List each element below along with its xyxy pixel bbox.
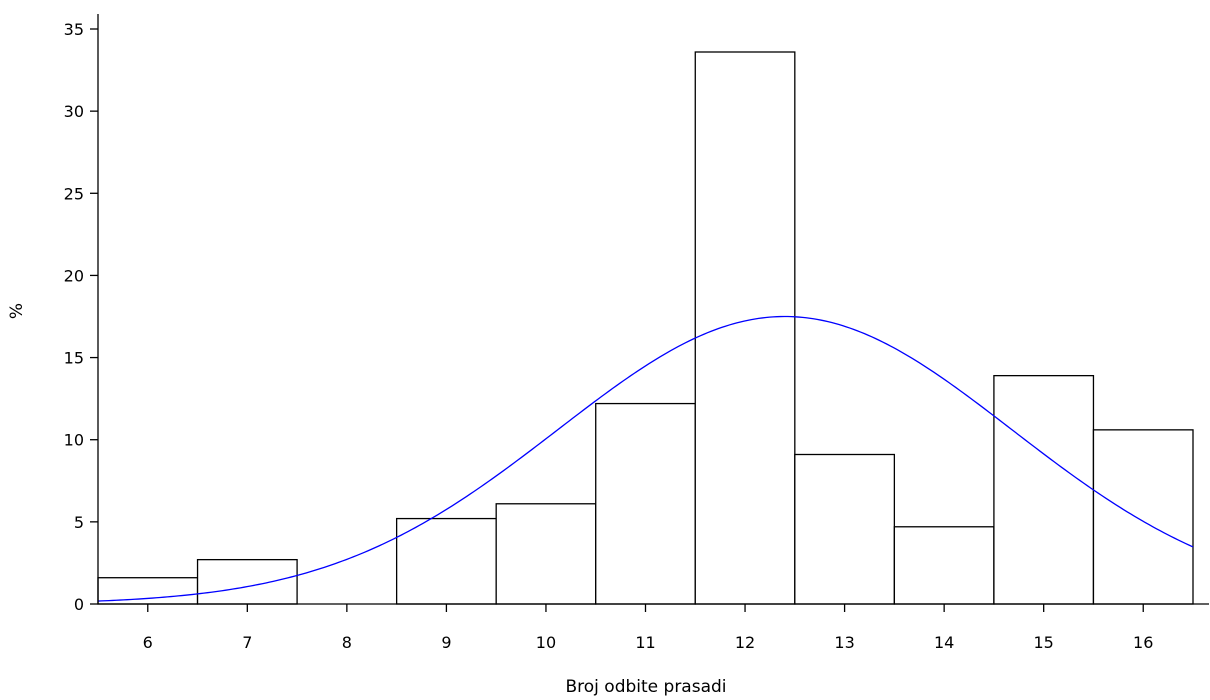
bar-10 — [495, 503, 597, 605]
y-axis-label: % — [7, 303, 27, 319]
normal-curve — [97, 315, 1194, 602]
bar-13 — [794, 453, 896, 605]
y-tick-label-10: 10 — [64, 431, 84, 450]
x-tick-label-11: 11 — [635, 633, 655, 652]
y-tick-label-20: 20 — [64, 266, 84, 285]
bar-7 — [196, 558, 298, 605]
bars-group — [97, 51, 1194, 605]
y-tick-label-15: 15 — [64, 349, 84, 368]
x-tick-label-9: 9 — [441, 633, 451, 652]
bar-16 — [1092, 429, 1194, 605]
y-tick-label-5: 5 — [74, 513, 84, 532]
y-tick-label-35: 35 — [64, 20, 84, 39]
y-tick-label-30: 30 — [64, 102, 84, 121]
bar-14 — [893, 526, 995, 605]
axes-group: 0 5 10 15 20 25 30 35 6 7 8 9 10 11 12 13 14 15 16 — [64, 14, 1209, 652]
x-tick-label-16: 16 — [1133, 633, 1153, 652]
bar-12 — [694, 51, 796, 605]
x-tick-label-6: 6 — [143, 633, 153, 652]
y-tick-label-25: 25 — [64, 184, 84, 203]
x-tick-label-10: 10 — [536, 633, 556, 652]
x-axis-label: Broj odbite prasadi — [565, 677, 726, 697]
bar-11 — [595, 402, 696, 605]
x-tick-label-7: 7 — [242, 633, 252, 652]
x-tick-label-12: 12 — [735, 633, 755, 652]
x-tick-label-15: 15 — [1034, 633, 1054, 652]
y-tick-label-0: 0 — [74, 595, 84, 614]
x-tick-label-13: 13 — [834, 633, 854, 652]
bar-15 — [993, 374, 1095, 605]
bar-9 — [395, 517, 497, 605]
x-tick-label-14: 14 — [934, 633, 954, 652]
x-tick-label-8: 8 — [342, 633, 352, 652]
